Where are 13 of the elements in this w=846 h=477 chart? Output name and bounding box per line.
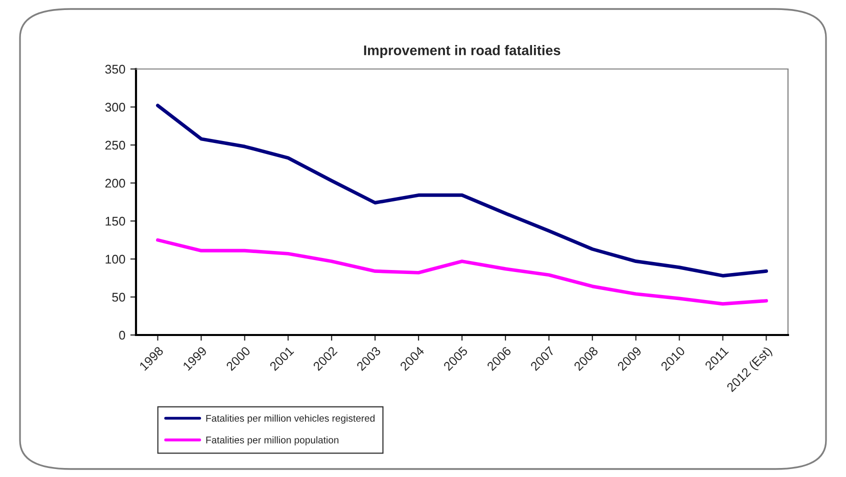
- y-tick-label: 50: [112, 292, 126, 302]
- y-tick-label: 250: [105, 140, 126, 150]
- y-tick-label: 0: [119, 330, 126, 340]
- line-series: [156, 104, 768, 278]
- chart-title: Improvement in road fatalities: [364, 45, 560, 58]
- y-tick-label: 300: [105, 102, 126, 112]
- y-tick-label: 150: [106, 216, 126, 226]
- legend-label: Fatalities per million vehicles registered: [206, 414, 375, 424]
- y-tick-label: 350: [105, 64, 126, 74]
- legend-label: Fatalities per million population: [206, 436, 338, 446]
- line-series: [156, 238, 768, 306]
- y-tick-label: 200: [105, 178, 126, 188]
- y-tick-label: 100: [106, 254, 126, 264]
